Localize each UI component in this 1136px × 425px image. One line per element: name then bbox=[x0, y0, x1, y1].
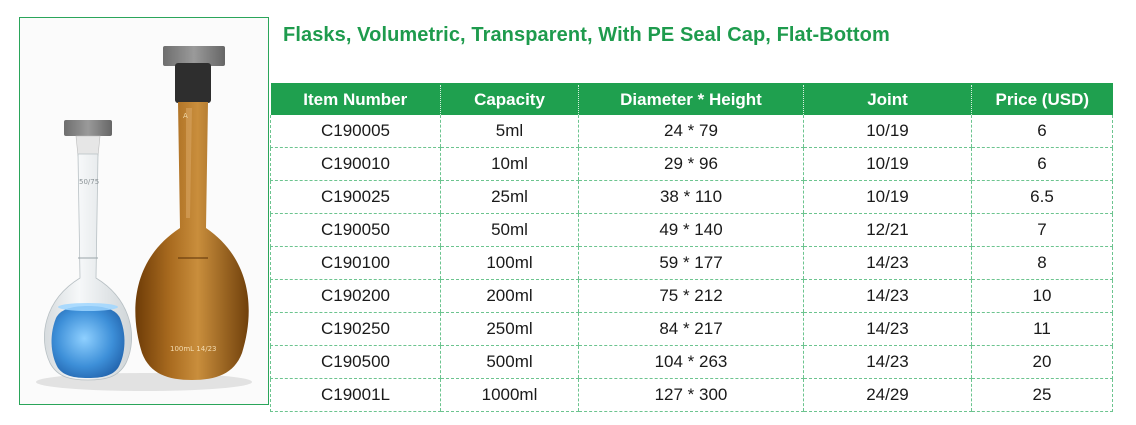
table-row: C190100 100ml 59 * 177 14/23 8 bbox=[270, 246, 1113, 280]
cell-dimensions: 84 * 217 bbox=[578, 312, 804, 346]
cell-price: 8 bbox=[971, 246, 1113, 280]
cell-item-number: C190050 bbox=[270, 213, 441, 247]
cell-price: 6 bbox=[971, 115, 1113, 148]
cell-item-number: C190005 bbox=[270, 115, 441, 148]
cell-dimensions: 38 * 110 bbox=[578, 180, 804, 214]
cell-dimensions: 75 * 212 bbox=[578, 279, 804, 313]
cell-capacity: 200ml bbox=[440, 279, 579, 313]
cell-dimensions: 127 * 300 bbox=[578, 378, 804, 412]
cell-joint: 24/29 bbox=[803, 378, 972, 412]
cell-price: 11 bbox=[971, 312, 1113, 346]
cell-joint: 10/19 bbox=[803, 180, 972, 214]
cell-item-number: C190250 bbox=[270, 312, 441, 346]
cell-price: 20 bbox=[971, 345, 1113, 379]
table-row: C190250 250ml 84 * 217 14/23 11 bbox=[270, 312, 1113, 346]
cell-item-number: C190500 bbox=[270, 345, 441, 379]
cell-joint: 14/23 bbox=[803, 345, 972, 379]
cell-dimensions: 49 * 140 bbox=[578, 213, 804, 247]
table-row: C190010 10ml 29 * 96 10/19 6 bbox=[270, 147, 1113, 181]
cell-joint: 10/19 bbox=[803, 147, 972, 181]
cell-price: 6.5 bbox=[971, 180, 1113, 214]
cell-item-number: C190010 bbox=[270, 147, 441, 181]
table-row: C19001L 1000ml 127 * 300 24/29 25 bbox=[270, 378, 1113, 412]
table-row: C190050 50ml 49 * 140 12/21 7 bbox=[270, 213, 1113, 247]
cell-joint: 14/23 bbox=[803, 246, 972, 280]
cell-joint: 14/23 bbox=[803, 279, 972, 313]
cell-joint: 10/19 bbox=[803, 115, 972, 148]
cell-capacity: 5ml bbox=[440, 115, 579, 148]
cell-capacity: 50ml bbox=[440, 213, 579, 247]
header-diameter-height: Diameter * Height bbox=[578, 83, 804, 115]
cell-capacity: 250ml bbox=[440, 312, 579, 346]
table-row: C190200 200ml 75 * 212 14/23 10 bbox=[270, 279, 1113, 313]
svg-text:A: A bbox=[183, 112, 188, 120]
cell-capacity: 500ml bbox=[440, 345, 579, 379]
header-item-number: Item Number bbox=[270, 83, 441, 115]
cell-capacity: 1000ml bbox=[440, 378, 579, 412]
cell-capacity: 100ml bbox=[440, 246, 579, 280]
cell-dimensions: 24 * 79 bbox=[578, 115, 804, 148]
cell-dimensions: 59 * 177 bbox=[578, 246, 804, 280]
cell-item-number: C190100 bbox=[270, 246, 441, 280]
cell-price: 25 bbox=[971, 378, 1113, 412]
cell-price: 10 bbox=[971, 279, 1113, 313]
product-photo: A 100mL 14/23 50/75 bbox=[19, 17, 269, 405]
cell-price: 7 bbox=[971, 213, 1113, 247]
header-capacity: Capacity bbox=[440, 83, 579, 115]
header-price: Price (USD) bbox=[971, 83, 1113, 115]
table-row: C190005 5ml 24 * 79 10/19 6 bbox=[270, 115, 1113, 148]
amber-flask: A 100mL 14/23 bbox=[135, 46, 249, 380]
cell-price: 6 bbox=[971, 147, 1113, 181]
cell-item-number: C190200 bbox=[270, 279, 441, 313]
cell-item-number: C190025 bbox=[270, 180, 441, 214]
cell-item-number: C19001L bbox=[270, 378, 441, 412]
page-title: Flasks, Volumetric, Transparent, With PE… bbox=[283, 24, 890, 46]
cell-capacity: 25ml bbox=[440, 180, 579, 214]
spec-table: Item Number Capacity Diameter * Height J… bbox=[270, 83, 1113, 412]
cell-dimensions: 104 * 263 bbox=[578, 345, 804, 379]
cell-capacity: 10ml bbox=[440, 147, 579, 181]
table-header-row: Item Number Capacity Diameter * Height J… bbox=[270, 83, 1113, 115]
amber-flask-marking: 100mL 14/23 bbox=[170, 345, 216, 353]
table-row: C190500 500ml 104 * 263 14/23 20 bbox=[270, 345, 1113, 379]
header-joint: Joint bbox=[803, 83, 972, 115]
cell-dimensions: 29 * 96 bbox=[578, 147, 804, 181]
clear-flask-marking: 50/75 bbox=[79, 178, 99, 186]
clear-flask: 50/75 bbox=[44, 120, 132, 381]
cell-joint: 14/23 bbox=[803, 312, 972, 346]
cell-joint: 12/21 bbox=[803, 213, 972, 247]
table-row: C190025 25ml 38 * 110 10/19 6.5 bbox=[270, 180, 1113, 214]
